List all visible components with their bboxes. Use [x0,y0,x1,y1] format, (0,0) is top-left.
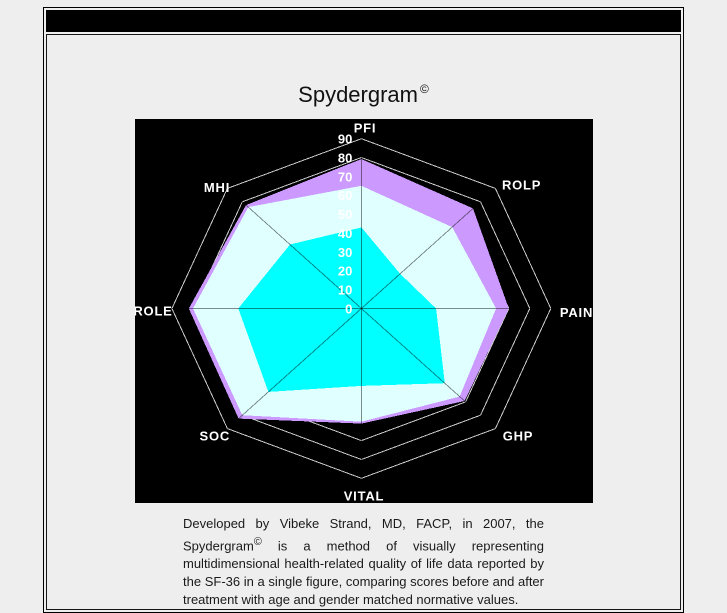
svg-text:40: 40 [337,226,351,241]
svg-text:10: 10 [337,283,351,298]
svg-text:80: 80 [337,150,351,165]
svg-text:PFI: PFI [353,120,376,135]
svg-text:GHP: GHP [502,428,533,443]
svg-text:SOC: SOC [199,428,230,443]
svg-text:90: 90 [337,132,351,147]
svg-text:MHI: MHI [203,180,229,195]
svg-text:60: 60 [337,188,351,203]
svg-text:PAIN: PAIN [559,305,592,320]
svg-text:20: 20 [337,264,351,279]
svg-text:50: 50 [337,207,351,222]
svg-text:0: 0 [345,301,352,316]
svg-text:70: 70 [337,169,351,184]
svg-text:ROLP: ROLP [501,177,540,192]
svg-text:ROLE: ROLE [135,303,173,318]
svg-text:30: 30 [337,245,351,260]
svg-text:VITAL: VITAL [343,488,384,503]
